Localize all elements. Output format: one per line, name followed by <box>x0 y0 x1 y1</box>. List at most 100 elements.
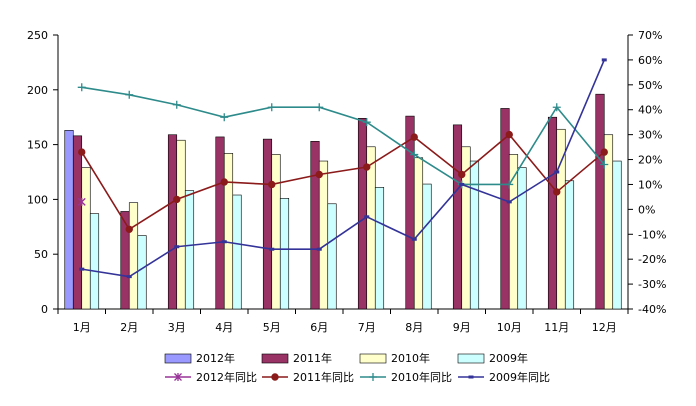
x-tick-label: 8月 <box>405 321 423 334</box>
bar <box>89 213 100 310</box>
x-tick-label: 7月 <box>358 321 376 334</box>
line-point <box>220 178 228 186</box>
bar <box>310 141 320 310</box>
y-right-tick-label: 20% <box>638 154 662 167</box>
bar <box>547 116 558 310</box>
bar <box>215 136 225 310</box>
line-point <box>172 100 181 109</box>
bar <box>184 190 195 310</box>
bar <box>595 93 605 310</box>
bar <box>564 180 575 310</box>
y-right-tick-label: 40% <box>638 104 662 117</box>
bar <box>64 130 74 310</box>
x-tick-label: 4月 <box>215 321 233 334</box>
x-tick-label: 9月 <box>453 321 471 334</box>
line-point <box>600 148 608 156</box>
legend-swatch <box>164 353 192 364</box>
legend-label: 2009年 <box>489 351 528 365</box>
x-tick-label: 2月 <box>120 321 138 334</box>
legend-label: 2012年同比 <box>196 370 257 384</box>
bar <box>318 160 329 310</box>
bar <box>469 160 480 310</box>
legend-label: 2010年 <box>391 351 430 365</box>
bar <box>327 203 337 310</box>
line-series <box>81 133 605 231</box>
line-point <box>268 180 276 189</box>
y-right-tick-label: 30% <box>638 129 662 142</box>
line-point <box>600 160 609 169</box>
line-point <box>173 195 181 204</box>
line-point <box>363 163 371 171</box>
line-point <box>79 267 85 271</box>
line-point <box>459 182 465 186</box>
line-point <box>125 225 133 233</box>
y-right-tick-label: 10% <box>638 178 662 191</box>
line-point <box>410 150 419 159</box>
y-left-tick-label: 0 <box>41 303 48 316</box>
line-point <box>267 103 276 112</box>
bar <box>176 139 186 310</box>
line-point <box>410 133 418 141</box>
line-point <box>125 90 134 99</box>
x-tick-label: 12月 <box>592 321 617 334</box>
line-series <box>81 86 605 186</box>
y-left-tick-label: 200 <box>27 84 48 97</box>
bar <box>374 187 385 310</box>
legend-label: 2011年同比 <box>293 370 354 384</box>
bar <box>137 235 147 310</box>
bar <box>232 194 242 310</box>
line-point <box>315 103 324 112</box>
y-left-tick-label: 150 <box>27 139 48 152</box>
legend-label: 2012年 <box>196 351 235 365</box>
bar <box>81 167 91 310</box>
line-point <box>505 130 513 139</box>
x-tick-label: 1月 <box>73 321 91 334</box>
bar <box>517 167 527 310</box>
bar <box>262 138 273 310</box>
bar <box>405 115 415 310</box>
line-point <box>315 170 323 179</box>
bar <box>128 202 139 310</box>
x-tick-label: 5月 <box>263 321 281 334</box>
line-point <box>362 118 371 127</box>
line-point <box>77 197 86 206</box>
x-tick-label: 11月 <box>544 321 569 334</box>
line-point <box>221 240 227 244</box>
line-point <box>174 245 180 249</box>
line-point <box>220 113 229 122</box>
line-point <box>552 103 561 112</box>
legend-label: 2010年同比 <box>391 370 452 384</box>
line-point <box>126 275 132 279</box>
line-point <box>468 375 474 379</box>
bar <box>422 183 432 310</box>
y-left-tick-label: 100 <box>27 193 48 206</box>
bar <box>167 134 178 310</box>
line-point <box>601 58 607 62</box>
bar <box>603 134 614 310</box>
bar <box>452 124 463 310</box>
y-right-tick-label: 50% <box>638 79 662 92</box>
line-point <box>364 215 370 219</box>
line-point <box>554 170 560 174</box>
y-right-tick-label: -10% <box>638 228 666 241</box>
bar <box>72 135 83 310</box>
line-point <box>78 148 86 156</box>
line-point <box>174 373 182 381</box>
legend-swatch <box>261 353 289 364</box>
line-point <box>506 200 512 204</box>
y-right-tick-label: 60% <box>638 54 662 67</box>
bar <box>357 117 368 310</box>
line-point <box>271 373 279 381</box>
line-point <box>505 180 514 189</box>
line-series <box>81 59 605 278</box>
line-point <box>269 247 275 251</box>
legend-label: 2011年 <box>293 351 332 365</box>
y-left-tick-label: 250 <box>27 29 48 42</box>
bar <box>223 153 234 310</box>
bar <box>279 198 290 310</box>
line-point <box>77 83 86 92</box>
line-point <box>411 237 417 241</box>
line-point <box>458 170 466 179</box>
